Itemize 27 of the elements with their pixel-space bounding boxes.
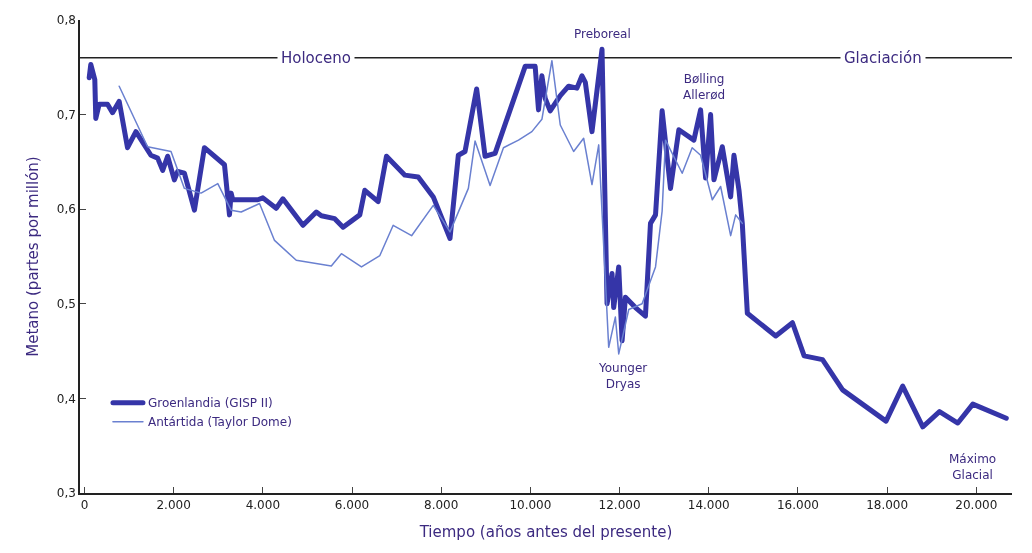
x-tick-label: 0 — [80, 498, 89, 513]
y-tick-label: 0,7 — [56, 107, 76, 122]
x-tick-label: 18.000 — [866, 498, 909, 513]
y-axis-title: Metano (partes por millón) — [23, 156, 42, 357]
annotation: Younger Dryas — [598, 361, 648, 391]
annotation: Bølling Allerød — [683, 72, 726, 102]
x-tick-label: 16.000 — [776, 498, 819, 513]
legend-label: Groenlandia (GISP II) — [147, 396, 273, 411]
x-tick-label: 8.000 — [424, 498, 459, 513]
x-tick-label: 2.000 — [156, 498, 191, 513]
y-tick-label: 0,5 — [56, 297, 76, 311]
y-tick-label: 0,6 — [56, 202, 76, 217]
x-tick-label: 6.000 — [334, 498, 370, 513]
x-axis-title: Tiempo (años antes del presente) — [418, 522, 673, 541]
y-tick-label: 0,3 — [56, 486, 76, 501]
x-tick-label: 14.000 — [687, 498, 730, 513]
y-tick-label: 0,4 — [56, 391, 76, 406]
annotation: Preboreal — [574, 27, 631, 41]
annotation: Máximo Glacial — [949, 452, 997, 482]
x-tick-label: 10.000 — [509, 498, 552, 513]
x-tick-label: 12.000 — [598, 498, 641, 513]
annotation: Holoceno — [281, 49, 351, 67]
y-tick-label: 0,8 — [56, 13, 76, 28]
annotation: Glaciación — [844, 49, 922, 67]
x-tick-label: 4.000 — [245, 498, 281, 513]
x-tick-label: 20.000 — [955, 498, 998, 513]
legend-label: Antártida (Taylor Dome) — [147, 415, 292, 430]
